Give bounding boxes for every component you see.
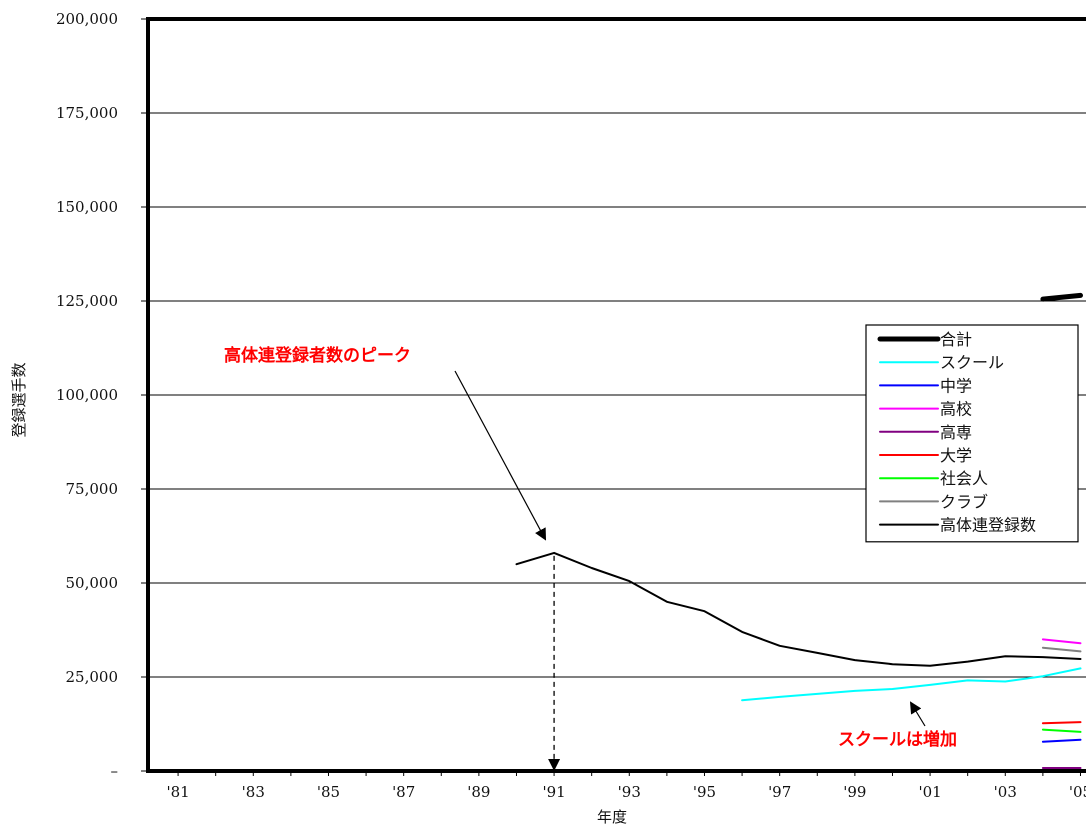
x-tick-label: '83	[242, 783, 265, 801]
series-line	[1041, 646, 1082, 653]
x-tick-label: '81	[166, 783, 189, 801]
y-tick-label: 50,000	[66, 574, 119, 592]
y-tick-label: –	[111, 762, 119, 780]
legend-box	[865, 324, 1079, 543]
annotation-school: スクールは増加	[838, 729, 957, 750]
y-tick-label: 25,000	[66, 668, 119, 686]
annotation-peak: 高体連登録者数のピーク	[224, 345, 411, 366]
y-tick-label: 100,000	[56, 386, 118, 404]
legend-label: 社会人	[940, 469, 988, 488]
series-lines	[515, 292, 1083, 769]
x-tick-label: '03	[994, 783, 1017, 801]
series-line	[1041, 738, 1082, 743]
x-tick-label: '93	[618, 783, 641, 801]
legend-label: クラブ	[940, 492, 988, 511]
x-tick-label: '01	[918, 783, 941, 801]
x-tick-label: '87	[392, 783, 415, 801]
plot-frame	[146, 17, 1086, 773]
series-line	[1041, 728, 1082, 733]
y-axis-ticks: 200,000 175,000 150,000 125,000 100,000 75,00…	[56, 10, 148, 780]
legend-label: 高専	[940, 423, 972, 442]
legend-label: スクール	[940, 353, 1004, 372]
legend-label: 高校	[940, 400, 972, 419]
y-tick-label: 150,000	[56, 198, 118, 216]
gridlines	[148, 112, 1086, 678]
annotation-school-arrow	[909, 701, 926, 727]
annotation-peak-arrow	[454, 370, 547, 541]
series-line	[1040, 292, 1083, 302]
y-axis-title: 登録選手数	[10, 362, 28, 437]
x-axis-title: 年度	[597, 808, 627, 826]
legend-label: 高体連登録数	[940, 516, 1036, 535]
x-tick-label: '05	[1069, 783, 1086, 801]
x-tick-label: '97	[768, 783, 791, 801]
y-tick-label: 175,000	[56, 104, 118, 122]
series-line	[741, 667, 1082, 702]
y-tick-label: 75,000	[66, 480, 119, 498]
legend-label: 大学	[940, 446, 972, 465]
x-tick-label: '99	[843, 783, 866, 801]
y-tick-label: 125,000	[56, 292, 118, 310]
series-line	[515, 551, 1082, 667]
x-tick-label: '89	[467, 783, 490, 801]
x-tick-label: '85	[317, 783, 340, 801]
series-line	[1041, 721, 1082, 725]
x-axis-ticks: '81 '83 '85 '87 '89 '91 '93 '95 '97 '99 '01 '03 '05	[166, 771, 1086, 801]
x-tick-label: '91	[542, 783, 565, 801]
legend-label: 合計	[940, 330, 972, 349]
series-line	[1041, 638, 1082, 645]
legend-label: 中学	[940, 376, 972, 395]
x-tick-label: '95	[693, 783, 716, 801]
y-tick-label: 200,000	[56, 10, 118, 28]
